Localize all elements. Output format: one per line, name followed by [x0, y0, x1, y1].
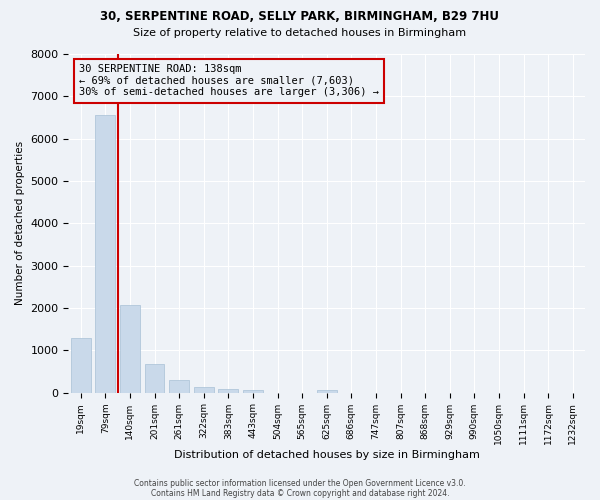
- Text: Contains public sector information licensed under the Open Government Licence v3: Contains public sector information licen…: [134, 478, 466, 488]
- X-axis label: Distribution of detached houses by size in Birmingham: Distribution of detached houses by size …: [174, 450, 479, 460]
- Text: 30 SERPENTINE ROAD: 138sqm
← 69% of detached houses are smaller (7,603)
30% of s: 30 SERPENTINE ROAD: 138sqm ← 69% of deta…: [79, 64, 379, 98]
- Y-axis label: Number of detached properties: Number of detached properties: [15, 141, 25, 306]
- Bar: [169, 380, 189, 392]
- Bar: [317, 390, 337, 392]
- Bar: [95, 116, 115, 392]
- Bar: [71, 338, 91, 392]
- Bar: [120, 305, 140, 392]
- Bar: [218, 389, 238, 392]
- Bar: [145, 364, 164, 392]
- Bar: [243, 390, 263, 392]
- Text: Contains HM Land Registry data © Crown copyright and database right 2024.: Contains HM Land Registry data © Crown c…: [151, 488, 449, 498]
- Text: 30, SERPENTINE ROAD, SELLY PARK, BIRMINGHAM, B29 7HU: 30, SERPENTINE ROAD, SELLY PARK, BIRMING…: [101, 10, 499, 23]
- Bar: [194, 386, 214, 392]
- Text: Size of property relative to detached houses in Birmingham: Size of property relative to detached ho…: [133, 28, 467, 38]
